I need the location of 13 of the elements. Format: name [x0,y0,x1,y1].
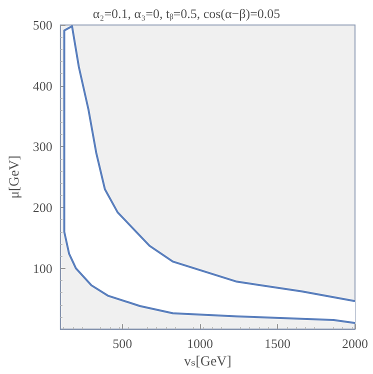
y-tick-label: 300 [32,139,52,154]
y-tick-label: 500 [32,18,52,32]
x-tick-label: 2000 [342,336,368,352]
y-tick-label: 100 [32,260,52,276]
x-tick-label: 1000 [186,336,213,352]
y-axis-title: μ[GeV] [8,155,22,199]
x-tick-label: 1500 [264,336,290,352]
line-series [63,25,356,324]
x-axis-title: vₛ[GeV] [184,354,232,370]
y-tick-label: 400 [32,78,52,94]
chart-title: α₂=0.1, α₃=0, tᵦ=0.5, cos(α−β)=0.05 [92,6,280,21]
x-tick-label: 500 [112,336,132,352]
y-tick-label: 200 [32,200,52,215]
